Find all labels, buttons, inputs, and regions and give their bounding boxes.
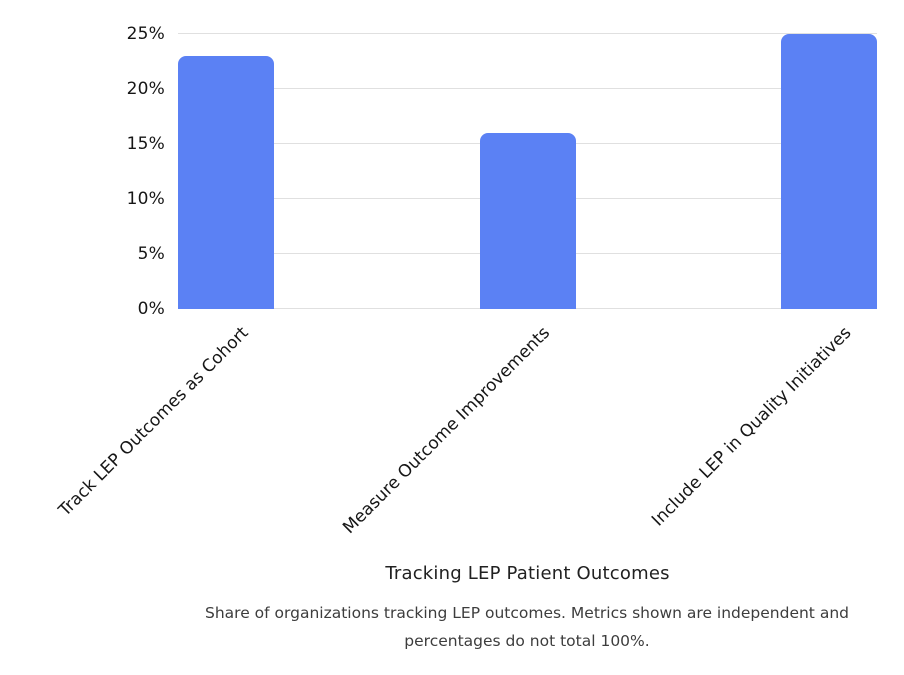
bar <box>479 133 576 309</box>
bar <box>781 34 877 309</box>
x-axis-tick-label: Track LEP Outcomes as Cohort <box>54 323 253 521</box>
chart-caption-line-1: Share of organizations tracking LEP outc… <box>205 604 849 622</box>
chart-caption: Share of organizations tracking LEP outc… <box>102 599 904 655</box>
x-axis-tick-label: Include LEP in Quality Initiatives <box>647 323 856 531</box>
y-axis-tick-label: 5% <box>137 244 165 264</box>
y-axis-tick-label: 0% <box>137 299 165 319</box>
y-axis: 0% 5% 10% 15% 20% 25% <box>0 24 178 319</box>
y-axis-tick-label: 25% <box>126 24 165 44</box>
x-axis-tick-label: Measure Outcome Improvements <box>339 323 555 538</box>
x-axis-title: Tracking LEP Patient Outcomes <box>385 563 670 584</box>
chart-caption-line-2: percentages do not total 100%. <box>404 632 650 650</box>
x-axis: Track LEP Outcomes as Cohort Measure Outc… <box>55 309 877 549</box>
gridline <box>178 33 877 34</box>
plot-area <box>178 33 877 309</box>
bar <box>178 56 274 309</box>
y-axis-tick-label: 20% <box>126 79 165 99</box>
gridline <box>178 88 877 89</box>
bars <box>178 34 877 309</box>
y-axis-tick-label: 10% <box>126 189 165 209</box>
y-axis-tick-label: 15% <box>126 134 165 154</box>
